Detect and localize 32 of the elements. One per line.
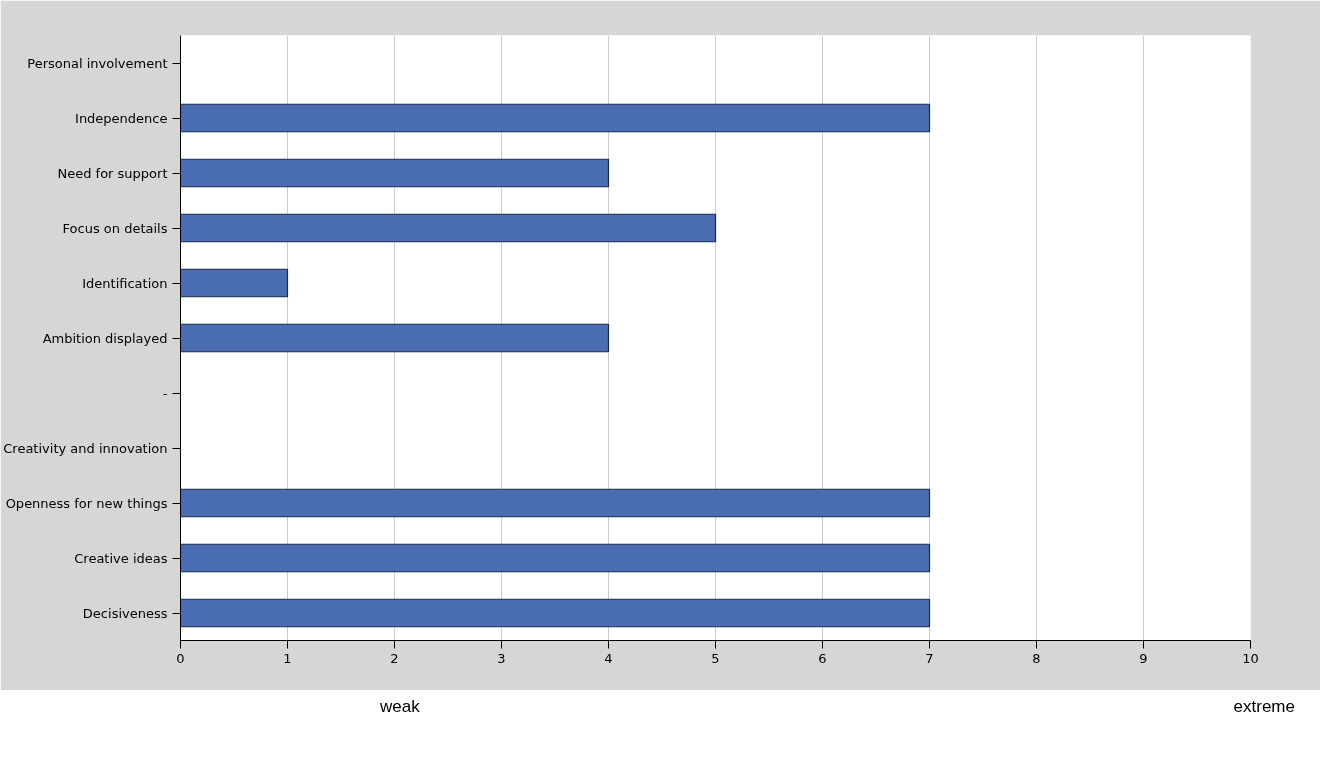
y-tick-label: Openness for new things (5, 495, 168, 511)
x-tick-label: 8 (1032, 650, 1041, 666)
y-tick-label: Focus on details (62, 220, 168, 236)
text: extreme (1233, 696, 1295, 718)
bar (180, 543, 931, 573)
y-tick-label: Personal involvement (27, 55, 168, 71)
x-tick-label: 3 (497, 650, 506, 666)
x-tick-label: 2 (390, 650, 399, 666)
y-tick-label: - (162, 385, 168, 401)
bar (180, 323, 610, 353)
y-tick-label: Identification (82, 275, 168, 291)
bar (180, 598, 931, 628)
bar (180, 268, 289, 298)
bar (180, 213, 717, 243)
text: weak (380, 696, 420, 718)
y-tick-label: Ambition displayed (42, 330, 168, 346)
bar (180, 158, 610, 188)
x-tick-label: 7 (925, 650, 934, 666)
y-tick-label: Independence (75, 110, 168, 126)
x-tick-label: 6 (818, 650, 827, 666)
x-tick-label: 10 (1242, 650, 1259, 666)
y-tick-label: Creativity and innovation (3, 440, 168, 456)
x-tick-label: 9 (1139, 650, 1148, 666)
y-tick-label: Creative ideas (74, 550, 168, 566)
x-tick-label: 1 (283, 650, 292, 666)
x-tick-label: 0 (176, 650, 185, 666)
y-tick-label: Need for support (57, 165, 168, 181)
y-tick-label: Decisiveness (82, 605, 168, 621)
x-tick-label: 4 (604, 650, 613, 666)
bar (180, 103, 931, 133)
bar (180, 488, 931, 518)
x-tick-label: 5 (711, 650, 720, 666)
